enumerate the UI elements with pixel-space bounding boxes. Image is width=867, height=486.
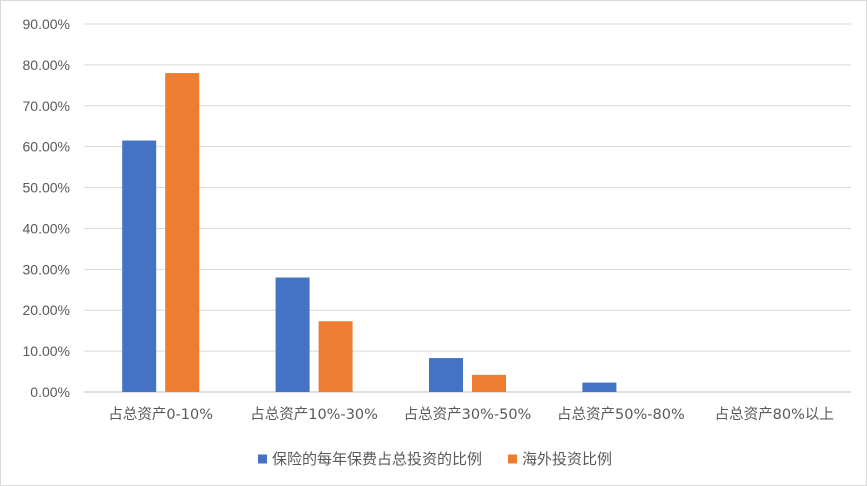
- y-tick-label: 90.00%: [23, 16, 70, 32]
- x-category-label: 占总资产10%-30%: [250, 406, 378, 423]
- y-tick-label: 50.00%: [23, 180, 70, 196]
- x-category-label: 占总资产0-10%: [108, 406, 213, 423]
- bars: [122, 73, 617, 393]
- y-tick-label: 10.00%: [23, 343, 70, 359]
- y-tick-label: 40.00%: [23, 220, 70, 236]
- bar-series-2-cat-1: [165, 73, 200, 393]
- y-tick-label: 20.00%: [23, 302, 70, 318]
- legend-swatch-series-1: [257, 454, 267, 464]
- x-category-label: 占总资产50%-80%: [557, 406, 685, 423]
- y-tick-label: 0.00%: [30, 384, 70, 400]
- x-category-label: 占总资产80%以上: [715, 406, 834, 423]
- x-category-label: 占总资产30%-50%: [404, 406, 532, 423]
- x-axis-category-labels: 占总资产0-10% 占总资产10%-30% 占总资产30%-50% 占总资产50%-8…: [108, 406, 834, 423]
- y-tick-label: 60.00%: [23, 139, 70, 155]
- legend-label-series-2: 海外投资比例: [522, 450, 612, 468]
- bar-series-1-cat-1: [122, 140, 157, 392]
- legend: 保险的每年保费占总投资的比例 海外投资比例: [257, 450, 612, 468]
- bar-series-2-cat-2: [318, 321, 353, 392]
- y-tick-label: 30.00%: [23, 261, 70, 277]
- bar-series-1-cat-3: [429, 358, 463, 392]
- bar-series-1-cat-4: [582, 382, 617, 392]
- bar-series-2-cat-3: [472, 374, 506, 392]
- legend-label-series-1: 保险的每年保费占总投资的比例: [272, 450, 482, 468]
- bar-series-1-cat-2: [275, 277, 310, 392]
- legend-swatch-series-2: [508, 454, 517, 464]
- y-axis-tick-labels: 0.00% 10.00% 20.00% 30.00% 40.00% 50.00% 60.00…: [23, 16, 70, 400]
- y-tick-label: 80.00%: [23, 57, 70, 73]
- gridlines: [84, 23, 851, 393]
- y-tick-label: 70.00%: [23, 98, 70, 114]
